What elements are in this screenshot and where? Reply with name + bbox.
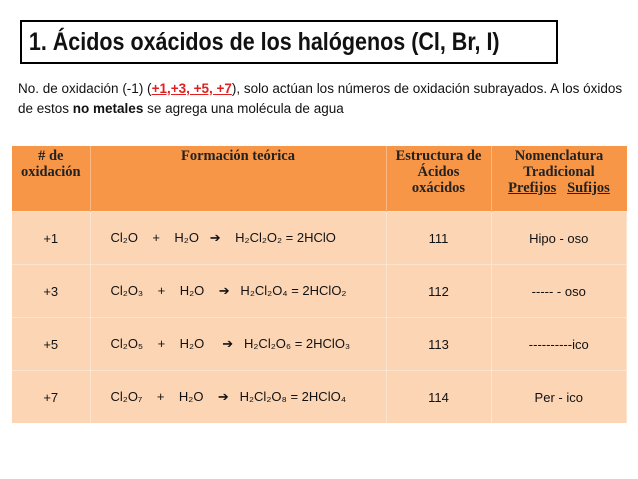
header-prefijos: Prefijos	[508, 180, 557, 196]
oxidation-cell: +1	[12, 211, 91, 265]
nomenclature-cell: Per - ico	[491, 370, 627, 423]
oxidation-cell: +3	[12, 264, 91, 318]
intro-part: No. de oxidación (-1) (	[18, 81, 152, 96]
structure-cell: 111	[386, 211, 492, 265]
intro-text: No. de oxidación (-1) (+1,+3, +5, +7), s…	[18, 79, 630, 119]
intro-part: ), solo actúan los números de oxidación …	[18, 81, 623, 116]
oxidation-numbers-highlight: +1,+3, +5, +7	[151, 81, 232, 96]
formula-cell: Cl₂O₃ + H₂O ➔ H₂Cl₂O₄ = 2HClO₂	[90, 264, 387, 318]
header-text: Tradicional	[523, 164, 595, 180]
header-text: # de	[38, 148, 64, 164]
structure-cell: 113	[386, 317, 492, 371]
header-oxidation: # de oxidación	[12, 146, 91, 212]
table-header: # de oxidación Formación teórica Estructu…	[12, 146, 627, 212]
header-structure: Estructura de Ácidos oxácidos	[386, 146, 492, 212]
header-text: Nomenclatura	[514, 148, 604, 164]
oxacid-table: # de oxidación Formación teórica Estructu…	[12, 146, 627, 423]
table-row: +1 Cl₂O + H₂O ➔ H₂Cl₂O₂ = 2HClO 111 Hipo - …	[12, 211, 627, 265]
formula-cell: Cl₂O₇ + H₂O ➔ H₂Cl₂O₈ = 2HClO₄	[90, 370, 387, 423]
structure-cell: 112	[386, 264, 492, 318]
header-text: Ácidos	[417, 164, 460, 180]
nomenclature-cell: Hipo - oso	[491, 211, 627, 265]
header-text: oxidación	[20, 164, 81, 180]
intro-bold: no metales	[72, 101, 144, 116]
nomenclature-cell: ----------ico	[491, 317, 627, 371]
header-sufijos: Sufijos	[567, 180, 610, 196]
table-row: +3 Cl₂O₃ + H₂O ➔ H₂Cl₂O₄ = 2HClO₂ 112 -----…	[12, 264, 627, 318]
header-text: Estructura de	[395, 148, 482, 164]
table-row: +5 Cl₂O₅ + H₂O ➔ H₂Cl₂O₆ = 2HClO₃ 113 -----…	[12, 317, 627, 371]
slide-title: 1. Ácidos oxácidos de los halógenos (Cl,…	[28, 28, 500, 56]
structure-cell: 114	[386, 370, 492, 423]
intro-part: se agrega una molécula de agua	[143, 101, 344, 116]
slide-title-box: 1. Ácidos oxácidos de los halógenos (Cl,…	[20, 20, 558, 64]
oxidation-cell: +5	[12, 317, 91, 371]
header-nomenclature: Nomenclatura Tradicional Prefijos Sufijos	[491, 146, 627, 212]
table-row: +7 Cl₂O₇ + H₂O ➔ H₂Cl₂O₈ = 2HClO₄ 114 Per -…	[12, 370, 627, 423]
formula-cell: Cl₂O₅ + H₂O ➔ H₂Cl₂O₆ = 2HClO₃	[90, 317, 387, 371]
header-formation: Formación teórica	[90, 146, 387, 212]
formula-cell: Cl₂O + H₂O ➔ H₂Cl₂O₂ = 2HClO	[90, 211, 387, 265]
nomenclature-cell: ----- - oso	[491, 264, 627, 318]
header-text: oxácidos	[411, 180, 466, 196]
oxidation-cell: +7	[12, 370, 91, 423]
